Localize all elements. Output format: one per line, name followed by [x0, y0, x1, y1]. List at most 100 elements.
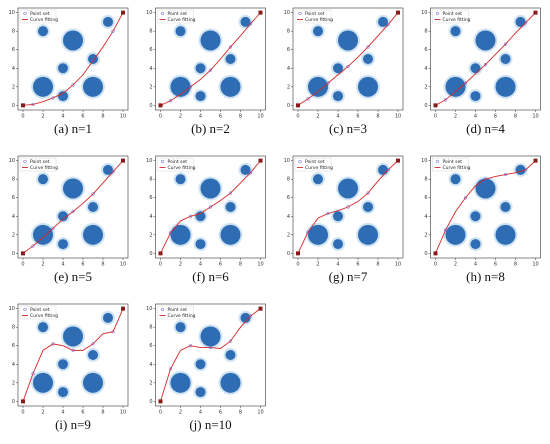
x-tick-label: 4 [199, 262, 202, 268]
x-tick-label: 0 [21, 114, 24, 120]
obstacle [175, 174, 186, 185]
obstacle [363, 202, 373, 212]
y-tick-label: 8 [424, 177, 427, 183]
point [71, 348, 75, 353]
point [31, 371, 35, 376]
point [483, 62, 488, 67]
legend-box [432, 9, 469, 24]
point [463, 196, 468, 200]
obstacle [333, 211, 343, 222]
point [188, 85, 193, 89]
obstacle [195, 211, 206, 222]
point [228, 191, 233, 195]
obstacle [450, 174, 461, 185]
obstacle [88, 54, 98, 64]
x-tick-label: 0 [21, 410, 24, 416]
endpoint [158, 103, 163, 108]
obstacle [83, 76, 103, 97]
obstacle [58, 211, 68, 222]
obstacle [515, 16, 526, 27]
legend-box [294, 157, 332, 172]
obstacle [475, 178, 496, 199]
legend-marker [23, 159, 27, 164]
legend-label: Point set [443, 11, 463, 17]
point [91, 59, 95, 63]
x-tick-label: 4 [61, 114, 64, 120]
x-tick-label: 8 [101, 262, 104, 268]
point [168, 367, 173, 371]
y-tick-label: 10 [421, 158, 427, 164]
fitted-curve [22, 308, 124, 402]
x-tick-label: 0 [296, 114, 299, 120]
endpoint [21, 399, 25, 404]
x-tick-label: 6 [219, 114, 222, 120]
fitted-curve [435, 160, 536, 254]
legend-marker [160, 11, 165, 16]
y-tick-label: 0 [149, 103, 152, 109]
obstacle [358, 224, 378, 245]
point [51, 226, 55, 230]
x-tick-label: 2 [316, 114, 319, 120]
obstacle [33, 224, 53, 245]
legend-marker [23, 11, 27, 16]
y-tick-label: 8 [424, 29, 427, 35]
point [111, 330, 115, 334]
endpoint [121, 10, 125, 15]
obstacle [195, 91, 206, 102]
legend-label: Point set [30, 11, 50, 17]
x-tick-label: 8 [239, 410, 242, 416]
point [483, 177, 488, 181]
y-tick-label: 2 [12, 380, 15, 386]
obstacle [200, 178, 221, 199]
point [91, 342, 95, 346]
obstacle [58, 91, 68, 102]
fitted-curve [160, 308, 261, 402]
y-tick-label: 0 [149, 399, 152, 405]
obstacle [83, 224, 103, 245]
y-tick-label: 8 [149, 325, 152, 331]
obstacle [58, 63, 68, 74]
y-tick-label: 0 [287, 103, 290, 109]
obstacle [225, 54, 236, 64]
obstacle [338, 178, 358, 199]
point [503, 172, 508, 177]
x-tick-label: 2 [179, 410, 182, 416]
y-tick-label: 8 [12, 177, 15, 183]
obstacle [38, 174, 48, 185]
legend-label: Point set [168, 307, 188, 313]
legend-label: Point set [305, 11, 325, 17]
legend-box [19, 9, 57, 24]
y-tick-label: 8 [12, 29, 15, 35]
legend-marker [298, 11, 302, 16]
x-tick-label: 2 [454, 114, 457, 120]
x-tick-label: 0 [159, 410, 162, 416]
fitted-curve [160, 12, 261, 106]
y-tick-label: 6 [12, 47, 15, 53]
y-tick-label: 0 [12, 103, 15, 109]
legend-label: Curve fitting [443, 165, 471, 171]
x-tick-label: 6 [356, 114, 359, 120]
fitted-curve [160, 160, 261, 254]
x-tick-label: 8 [101, 114, 104, 120]
obstacle [58, 239, 68, 250]
point [523, 168, 528, 172]
point [346, 205, 350, 209]
obstacle [378, 16, 388, 27]
endpoint [21, 251, 25, 256]
legend-box [19, 305, 57, 320]
x-tick-label: 2 [41, 262, 44, 268]
x-tick-label: 6 [81, 262, 84, 268]
x-tick-label: 4 [474, 114, 477, 120]
point [168, 231, 173, 235]
endpoint [533, 158, 538, 163]
legend-label: Curve fitting [30, 17, 58, 23]
caption: (e) n=5 [54, 269, 92, 284]
obstacle [33, 76, 53, 97]
obstacle [170, 224, 191, 245]
y-tick-label: 6 [149, 47, 152, 53]
endpoint [158, 251, 163, 256]
